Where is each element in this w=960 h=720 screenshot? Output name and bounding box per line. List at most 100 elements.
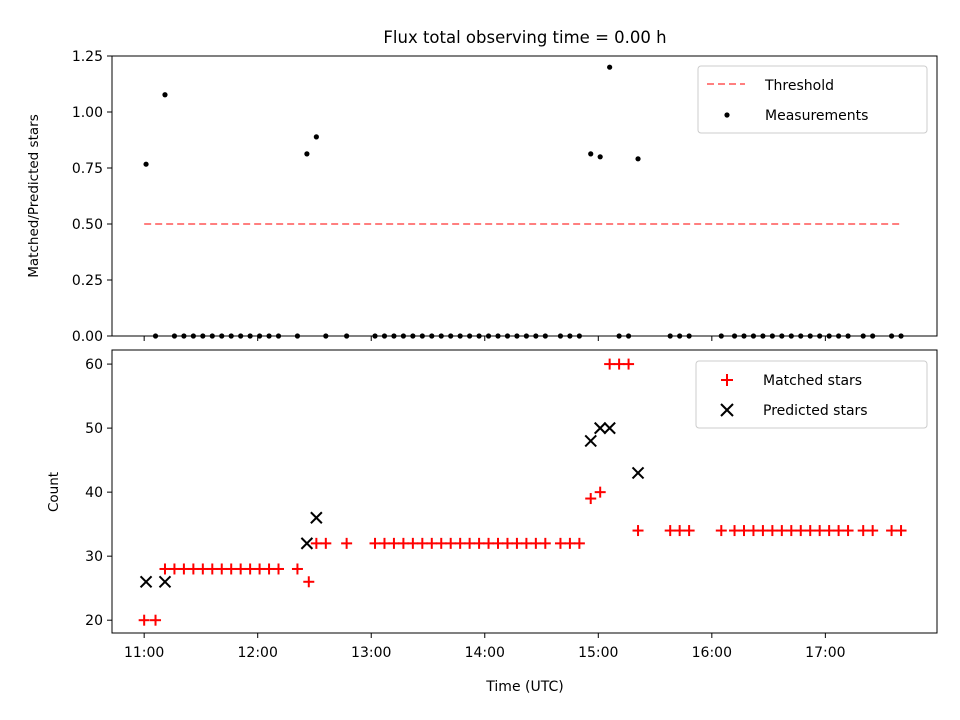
y-tick-label: 1.25 [72,49,103,65]
legend-threshold-label: Threshold [764,78,834,94]
matched-star-point [757,525,769,537]
matched-star-point [263,563,275,575]
y-tick-label: 0.75 [72,161,103,177]
x-tick-label: 14:00 [465,645,505,661]
figure-title: Flux total observing time = 0.00 h [383,28,666,47]
measurement-point [635,156,641,162]
matched-star-point [729,525,741,537]
matched-star-point [426,537,438,549]
predicted-star-point [593,421,607,435]
legend-predicted-label: Predicted stars [763,403,868,419]
x-tick-label: 12:00 [238,645,278,661]
predicted-star-point [310,511,323,524]
matched-star-point [150,614,162,626]
matched-star-point [833,525,845,537]
count-y-axis-label: Count [46,472,62,512]
x-tick-label: 11:00 [124,645,164,661]
matched-star-point [520,537,532,549]
predicted-star-point [139,575,153,588]
matched-star-point [178,563,190,575]
legend-predicted-swatch [720,403,734,417]
matched-star-point [378,537,390,549]
matched-star-point [206,563,218,575]
count-legend: Matched stars Predicted stars [695,360,928,429]
matched-star-point [341,537,353,549]
matched-star-point [715,525,727,537]
y-tick-label: 1.00 [72,105,103,121]
matched-star-point [785,525,797,537]
matched-star-point [388,537,400,549]
measurement-point [597,154,603,160]
matched-star-point [747,525,759,537]
y-tick-label: 40 [85,485,103,501]
count-ticks: 20 30 40 50 60 11:00 12:00 13:00 14:00 15:00 16:00… [85,357,845,661]
matched-star-point [483,537,495,549]
matched-star-point [254,563,266,575]
measurement-point [143,161,149,167]
predicted-star-point [158,575,172,588]
matched-star-point [407,537,419,549]
y-tick-label: 50 [85,421,103,437]
measurement-point [304,151,310,157]
matched-star-point [320,537,332,549]
matched-star-point [473,537,485,549]
x-tick-label: 13:00 [351,645,391,661]
matched-star-point [303,576,315,588]
x-tick-label: 17:00 [805,645,845,661]
matched-star-point [291,563,303,575]
matched-star-point [823,525,835,537]
matched-star-point [867,525,879,537]
matched-star-point [795,525,807,537]
predicted-star-point [603,421,616,435]
y-tick-label: 0.50 [72,217,103,233]
legend-measurements-swatch [724,112,730,118]
matched-star-point [738,525,750,537]
matched-star-point [842,525,854,537]
count-panel-frame [111,349,938,634]
y-tick-label: 0.00 [72,329,103,345]
matched-star-point [197,563,209,575]
y-tick-label: 60 [85,357,103,373]
matched-star-point [814,525,826,537]
matched-star-point [632,525,644,537]
matched-star-point [310,537,322,549]
ratio-legend: Threshold Measurements [697,65,928,134]
matched-star-point [511,537,523,549]
matched-star-point [554,537,566,549]
measurement-point [607,64,613,70]
matched-star-point [604,358,616,370]
x-tick-label: 16:00 [692,645,732,661]
ratio-panel-frame [111,55,938,337]
matched-star-point [613,358,625,370]
matched-star-point [225,563,237,575]
count-panel: 20 30 40 50 60 11:00 12:00 13:00 14:00 15:00 16:00… [46,349,938,695]
matched-star-point [273,563,285,575]
measurement-point [162,92,168,98]
matched-star-point [435,537,447,549]
matched-star-point [397,537,409,549]
matched-star-point [159,563,171,575]
matched-star-point [187,563,199,575]
matched-star-point [244,563,256,575]
legend-matched-label: Matched stars [763,373,862,389]
measurement-point [313,134,319,140]
y-tick-label: 20 [85,613,103,629]
y-tick-label: 0.25 [72,273,103,289]
matched-star-point [464,537,476,549]
matched-star-point [369,537,381,549]
matched-star-point [501,537,513,549]
matched-star-point [564,537,576,549]
predicted-star-point [584,434,597,448]
matched-star-point [623,358,635,370]
matched-star-point [886,525,898,537]
matched-star-point [492,537,504,549]
matched-star-points [138,358,907,626]
matched-star-point [674,525,686,537]
matched-star-point [766,525,778,537]
matched-star-point [530,537,542,549]
matched-star-point [895,525,907,537]
matched-star-point [168,563,180,575]
matched-star-point [216,563,228,575]
matched-star-point [416,537,428,549]
